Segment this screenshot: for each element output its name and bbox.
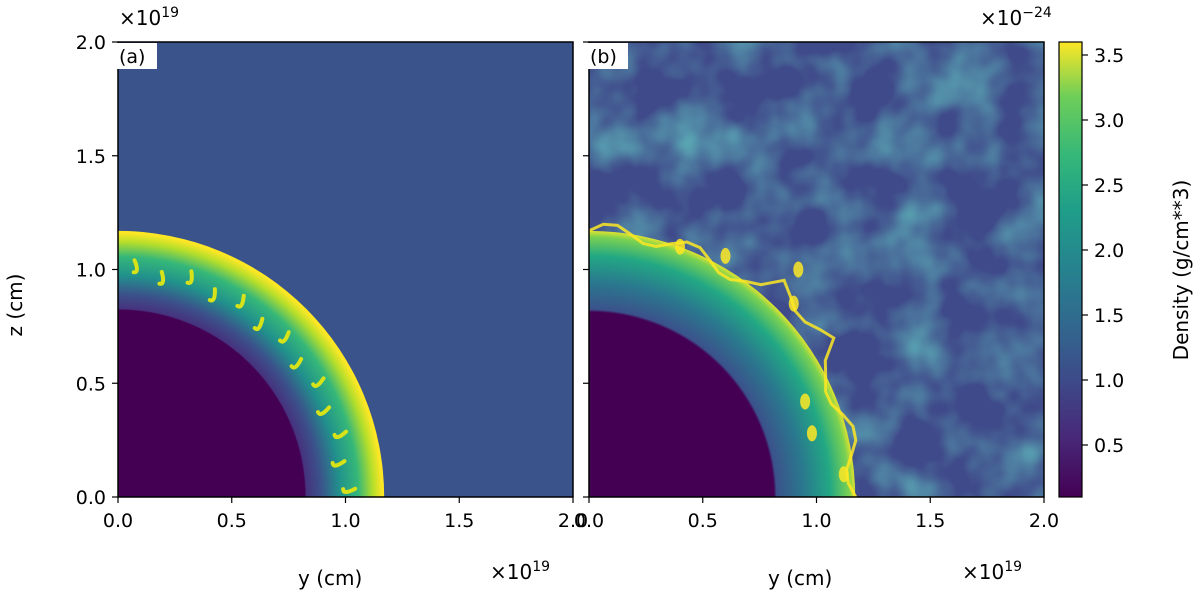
panel-b: 0.0 0.5 1.0 1.5 2.0 (b) y (cm) ×1019 (574, 41, 1059, 590)
panel-a-heatmap (118, 42, 573, 497)
panel-a-label-box (117, 43, 157, 69)
instability-finger (131, 258, 139, 275)
colorbar-multiplier: ×10−24 (980, 5, 1052, 30)
x-tick-label: 0.5 (217, 510, 247, 532)
colorbar: 0.5 1.0 1.5 2.0 2.5 3.0 3.5 ×10−24 Density (g/… (980, 5, 1193, 498)
colorbar-tick-label: 1.5 (1094, 305, 1124, 327)
instability-finger (341, 486, 358, 495)
panel-b-shell-rim (589, 222, 858, 497)
panel-a-ylabel: z (cm) (3, 274, 27, 337)
panel-a-x-multiplier: ×1019 (490, 559, 550, 584)
instability-finger (330, 459, 347, 468)
colorbar-tick-label: 0.5 (1094, 435, 1124, 457)
instability-finger (289, 357, 304, 370)
y-tick-label: 1.5 (76, 146, 106, 168)
panel-b-dense-knots (675, 238, 849, 483)
x-tick-label: 1.0 (330, 510, 360, 532)
panel-a-xlabel: y (cm) (298, 566, 362, 590)
y-tick-label: 0.0 (76, 487, 106, 509)
instability-finger (157, 269, 166, 286)
panel-b-label: (b) (590, 46, 617, 68)
panel-b-y-ticks (583, 41, 589, 498)
x-tick-label: 0.5 (688, 510, 718, 532)
panel-b-xlabel: y (cm) (768, 566, 832, 590)
panel-a: 0.0 0.5 1.0 1.5 2.0 0.0 0.5 1.0 1.5 2.0 (a) y (c… (3, 5, 588, 590)
y-tick-label: 1.0 (76, 260, 106, 282)
colorbar-tick-label: 1.0 (1094, 370, 1124, 392)
instability-finger (207, 287, 217, 303)
panel-a-label: (a) (119, 46, 145, 68)
colorbar-tick-label: 2.5 (1094, 175, 1124, 197)
colorbar-tick-label: 3.5 (1094, 45, 1124, 67)
instability-finger (316, 405, 332, 417)
dense-knot (788, 295, 799, 312)
colorbar-gradient (1058, 41, 1083, 498)
x-tick-label: 0.0 (103, 510, 133, 532)
dense-knot (838, 466, 849, 483)
panel-b-heatmap (589, 42, 1044, 497)
colorbar-tick-label: 2.0 (1094, 240, 1124, 262)
colorbar-ticks: 0.5 1.0 1.5 2.0 2.5 3.0 3.5 (1082, 45, 1124, 457)
panel-b-x-ticks: 0.0 0.5 1.0 1.5 2.0 (574, 497, 1059, 532)
instability-finger (252, 316, 265, 331)
panel-a-instability-fingers (131, 258, 358, 495)
x-tick-label: 2.0 (558, 510, 588, 532)
panel-a-shell (118, 230, 385, 497)
dense-knot (806, 425, 817, 442)
dense-knot (720, 247, 731, 264)
y-tick-label: 2.0 (76, 32, 106, 54)
colorbar-label: Density (g/cm**3) (1169, 180, 1193, 361)
x-tick-label: 2.0 (1029, 510, 1059, 532)
panel-a-x-ticks: 0.0 0.5 1.0 1.5 2.0 (103, 497, 588, 532)
panel-b-x-multiplier: ×1019 (962, 559, 1022, 584)
x-tick-label: 1.0 (801, 510, 831, 532)
y-tick-label: 0.5 (76, 373, 106, 395)
instability-finger (311, 376, 326, 388)
x-tick-label: 1.5 (444, 510, 474, 532)
instability-finger (332, 429, 349, 440)
x-tick-label: 0.0 (574, 510, 604, 532)
panel-b-label-box (588, 43, 628, 69)
instability-finger (185, 269, 194, 285)
x-tick-label: 1.5 (915, 510, 945, 532)
instability-finger (235, 293, 246, 309)
dense-knot (675, 238, 685, 255)
dense-knot (793, 261, 804, 278)
instability-finger (278, 330, 291, 344)
dense-knot (800, 393, 811, 410)
colorbar-tick-label: 3.0 (1094, 110, 1124, 132)
panel-a-y-multiplier: ×1019 (119, 5, 179, 30)
panel-a-y-ticks: 0.0 0.5 1.0 1.5 2.0 (76, 32, 118, 509)
panel-b-shell (589, 230, 856, 497)
